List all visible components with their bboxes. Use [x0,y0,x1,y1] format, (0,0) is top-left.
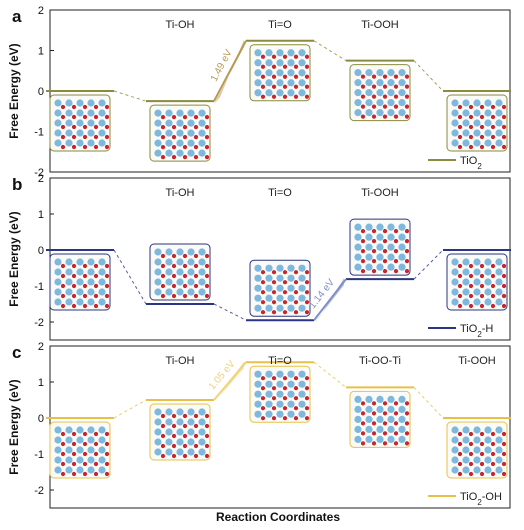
state-label: Ti-OO-Ti [359,355,401,367]
structure-image [149,243,211,301]
panel-letter: a [12,7,22,26]
y-tick-label: -1 [34,281,44,293]
connector-line [113,90,147,102]
y-tick-label: 1 [38,377,44,389]
connector-line [413,387,444,419]
state-label: Ti-OOH [361,187,399,199]
y-tick-label: 2 [38,5,44,17]
state-label: Ti-OOH [458,355,496,367]
connector-line [313,40,347,62]
y-tick-label: 1 [38,46,44,58]
connector-line [213,303,247,321]
structure-image [149,403,211,461]
y-tick-label: 0 [38,86,44,98]
connector-line [113,399,147,419]
state-label: Ti=O [268,187,292,199]
y-tick-label: -2 [34,317,44,329]
panel-c: 2 1 0 -1 -2 Free Energy (eV) c Ti-OH Ti=O Ti-OO-T… [7,341,511,509]
panel-letter: b [12,175,22,194]
structure-image [446,421,508,479]
y-tick-label: -2 [34,485,44,497]
y-tick-label: 2 [38,173,44,185]
y-tick-label: 0 [38,413,44,425]
connector-line [413,60,444,92]
y-tick-label: 1 [38,209,44,221]
barrier-label: 1.14 eV [307,277,337,311]
y-axis-label: Free Energy (eV) [7,379,21,474]
y-tick-label: 0 [38,245,44,257]
y-axis-label: Free Energy (eV) [7,43,21,138]
state-label: Ti=O [268,19,292,31]
structure-image [49,253,111,311]
barrier-line [213,361,247,401]
structure-image [349,390,411,448]
legend-label: TiO2-H [460,323,493,339]
y-tick-label: -2 [34,167,44,179]
connector-line [413,249,444,280]
barrier-label: 1.49 eV [209,48,235,84]
barrier-line [213,40,247,102]
y-tick-label: -1 [34,127,44,139]
y-tick-label: -1 [34,449,44,461]
structure-image [446,253,508,311]
state-label: Ti-OH [166,19,195,31]
structure-image [49,94,111,152]
structure-image [446,94,508,152]
structure-image [349,64,411,122]
barrier-line [313,278,347,321]
x-axis-label: Reaction Coordinates [216,510,340,524]
y-axis-label: Free Energy (eV) [7,211,21,306]
legend-label: TiO2 [460,155,482,171]
panel-letter: c [12,343,21,362]
state-label: Ti-OH [166,187,195,199]
structure-image [249,44,311,102]
panel-b: 2 1 0 -1 -2 Free Energy (eV) b Ti-OH Ti=O Ti-OOH 1… [7,173,511,341]
structure-image [349,218,411,276]
legend-label: TiO2-OH [460,491,502,507]
connector-line [113,249,147,305]
state-label: Ti=O [268,355,292,367]
barrier-label: 1.05 eV [207,359,238,393]
y-tick-label: 2 [38,341,44,353]
structure-image [249,259,311,317]
connector-line [313,361,347,388]
structure-image [49,421,111,479]
structure-image [149,104,211,162]
state-label: Ti-OH [166,355,195,367]
structure-image [249,365,311,423]
state-label: Ti-OOH [361,19,399,31]
panel-a: 2 1 0 -1 -2 Free Energy (eV) a Ti-OH Ti=O Ti-OOH 1… [7,5,511,179]
